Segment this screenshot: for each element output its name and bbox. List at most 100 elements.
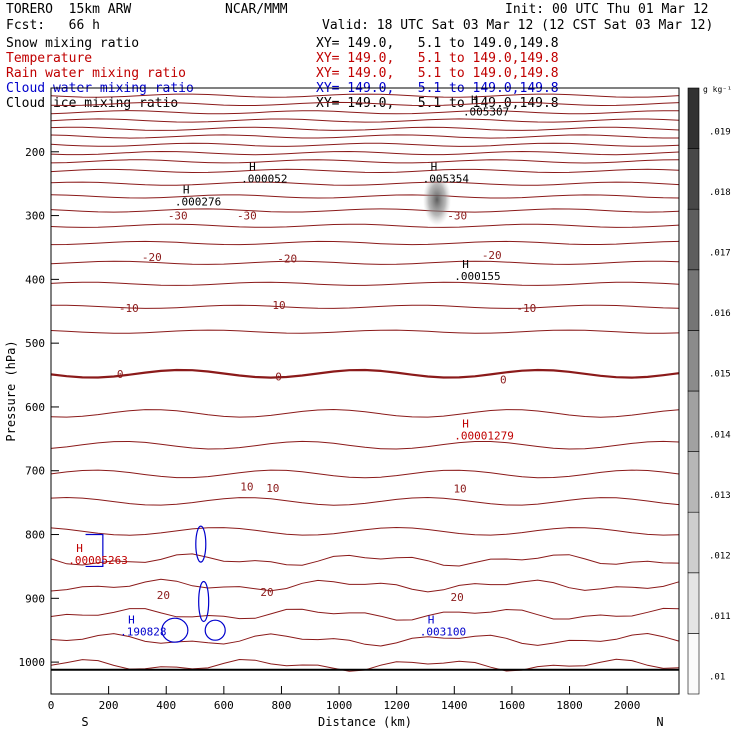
- x-tick-label: 200: [99, 699, 119, 712]
- isotherm-line: [50, 632, 680, 647]
- cloud-water-contour: [85, 533, 104, 568]
- x-tick-label: 800: [272, 699, 292, 712]
- legend-cloud-ice-xy: XY= 149.0, 5.1 to 149.0,149.8: [316, 96, 559, 111]
- max-value-label: .190828: [120, 625, 166, 638]
- colorbar-tick-label: .012: [709, 552, 731, 562]
- isotherm-line: [50, 118, 680, 123]
- temperature-label: 10: [240, 481, 253, 494]
- legend-snow-xy: XY= 149.0, 5.1 to 149.0,149.8: [316, 36, 559, 51]
- isotherm-line: [50, 329, 680, 334]
- colorbar-swatch: [687, 87, 700, 149]
- colorbar-swatch: [687, 511, 700, 574]
- max-value-label: .005307: [463, 106, 509, 119]
- plot-frame: [50, 87, 680, 695]
- temperature-label: 10: [453, 483, 466, 496]
- legend-rain-xy: XY= 149.0, 5.1 to 149.0,149.8: [316, 66, 559, 81]
- x-tick-label: 1800: [556, 699, 583, 712]
- max-marker: H: [462, 418, 469, 431]
- temperature-label: 0: [500, 374, 507, 387]
- x-tick-label: 1600: [499, 699, 526, 712]
- max-marker: H: [76, 542, 83, 555]
- isotherm-line: [50, 469, 680, 479]
- max-marker: H: [428, 613, 435, 626]
- isotherm-line: [50, 93, 680, 98]
- temperature-label: 20: [157, 589, 170, 602]
- temperature-label: -10: [516, 302, 536, 315]
- init-time: Init: 00 UTC Thu 01 Mar 12: [505, 2, 709, 17]
- legend-temperature-label: Temperature: [6, 51, 93, 66]
- isotherm-line: [50, 142, 680, 147]
- isotherm-line: [50, 168, 680, 174]
- max-marker: H: [471, 94, 478, 107]
- colorbar-tick-label: .015: [709, 370, 731, 380]
- isotherm-line: [50, 181, 680, 186]
- forecast-hour: Fcst: 66 h: [6, 18, 100, 33]
- x-tick-label: 600: [214, 699, 234, 712]
- max-value-label: .000052: [241, 173, 287, 186]
- temperature-label: -20: [482, 249, 502, 262]
- isotherm-line: [50, 110, 680, 115]
- temperature-label: -20: [277, 252, 297, 265]
- temperature-label: -10: [119, 302, 139, 315]
- isotherm-line: [50, 223, 680, 228]
- y-tick-label: 200: [25, 146, 45, 159]
- temperature-label: -20: [142, 251, 162, 264]
- colorbar-tick-label: .019: [709, 127, 731, 137]
- colorbar-tick-label: .016: [709, 309, 731, 319]
- y-tick-label: 600: [25, 401, 45, 414]
- isotherm-line: [50, 134, 679, 139]
- colorbar-swatch: [687, 208, 700, 271]
- x-axis-label: Distance (km): [318, 715, 412, 729]
- max-marker: H: [462, 258, 469, 271]
- max-value-label: .000155: [454, 270, 500, 283]
- max-value-label: .000276: [175, 196, 221, 209]
- y-tick-label: 500: [25, 337, 45, 350]
- valid-time: Valid: 18 UTC Sat 03 Mar 12 (12 CST Sat …: [322, 18, 714, 33]
- y-tick-label: 300: [25, 210, 45, 223]
- y-tick-label: 800: [25, 529, 45, 542]
- isotherm-line: [50, 240, 680, 246]
- south-label: S: [81, 715, 88, 729]
- colorbar-tick-label: .014: [709, 430, 731, 440]
- isotherm-line: [50, 368, 680, 379]
- temperature-label: 0: [275, 370, 282, 383]
- y-tick-label: 1000: [19, 656, 46, 669]
- isotherm-line: [50, 526, 680, 536]
- temperature-label: -30: [447, 210, 467, 223]
- isotherm-line: [50, 208, 680, 213]
- isotherm-line: [50, 101, 680, 107]
- max-value-label: .00001279: [454, 430, 514, 443]
- cloud-water-contour: [198, 580, 210, 623]
- temperature-label: 20: [451, 591, 464, 604]
- x-tick-label: 1200: [383, 699, 410, 712]
- max-value-label: .00005263: [68, 554, 128, 567]
- temperature-label: -30: [237, 210, 257, 223]
- isotherm-line: [50, 440, 680, 450]
- temperature-label: 0: [117, 368, 124, 381]
- y-tick-label: 400: [25, 273, 45, 286]
- y-axis-label: Pressure (hPa): [4, 340, 18, 441]
- max-marker: H: [431, 161, 438, 174]
- x-tick-label: 1400: [441, 699, 468, 712]
- isotherm-line: [50, 578, 680, 593]
- legend-rain-label: Rain water mixing ratio: [6, 66, 187, 81]
- colorbar-tick-label: .01: [709, 673, 725, 683]
- isotherm-line: [50, 159, 680, 164]
- cloud-water-contour: [195, 525, 207, 563]
- max-value-label: .003100: [420, 625, 466, 638]
- north-label: N: [656, 715, 663, 729]
- cloud-water-contour: [204, 619, 226, 641]
- isotherm-line: [50, 496, 680, 506]
- temperature-label: -30: [168, 210, 188, 223]
- isotherm-line: [50, 126, 680, 131]
- colorbar-swatch: [687, 451, 700, 513]
- org-label: NCAR/MMM: [225, 2, 288, 17]
- temperature-label: 20: [260, 586, 273, 599]
- colorbar-swatch: [687, 572, 700, 634]
- isotherm-line: [50, 408, 680, 418]
- colorbar-swatch: [687, 390, 700, 452]
- max-marker: H: [183, 184, 190, 197]
- y-tick-label: 700: [25, 465, 45, 478]
- colorbar-tick-label: .017: [709, 249, 731, 259]
